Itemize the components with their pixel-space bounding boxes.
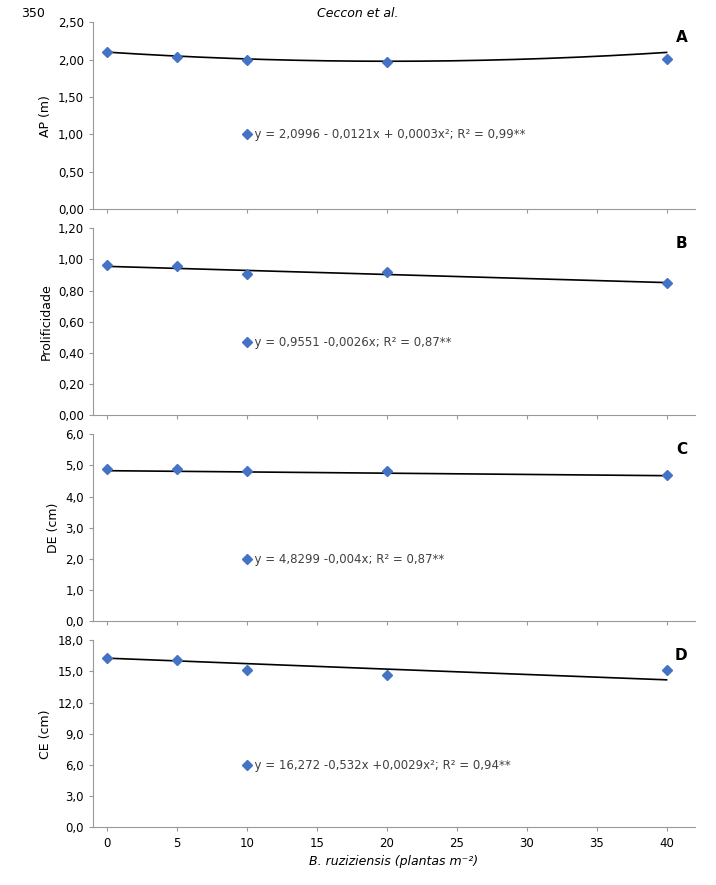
Text: 350: 350 [21,7,45,20]
Text: C: C [676,442,687,457]
Text: y = 2,0996 - 0,0121x + 0,0003x²; R² = 0,99**: y = 2,0996 - 0,0121x + 0,0003x²; R² = 0,… [247,128,526,141]
Text: A: A [676,29,687,44]
X-axis label: B. ruziziensis (plantas m⁻²): B. ruziziensis (plantas m⁻²) [309,855,478,868]
Text: D: D [674,648,687,663]
Text: y = 16,272 -0,532x +0,0029x²; R² = 0,94**: y = 16,272 -0,532x +0,0029x²; R² = 0,94*… [247,758,511,772]
Text: Ceccon et al.: Ceccon et al. [317,7,399,20]
Text: y = 0,9551 -0,0026x; R² = 0,87**: y = 0,9551 -0,0026x; R² = 0,87** [247,335,451,349]
Y-axis label: DE (cm): DE (cm) [47,503,60,553]
Y-axis label: Prolificidade: Prolificidade [39,283,52,360]
Y-axis label: AP (m): AP (m) [39,95,52,136]
Text: y = 4,8299 -0,004x; R² = 0,87**: y = 4,8299 -0,004x; R² = 0,87** [247,552,444,566]
Y-axis label: CE (cm): CE (cm) [39,709,52,758]
Text: B: B [676,235,687,250]
